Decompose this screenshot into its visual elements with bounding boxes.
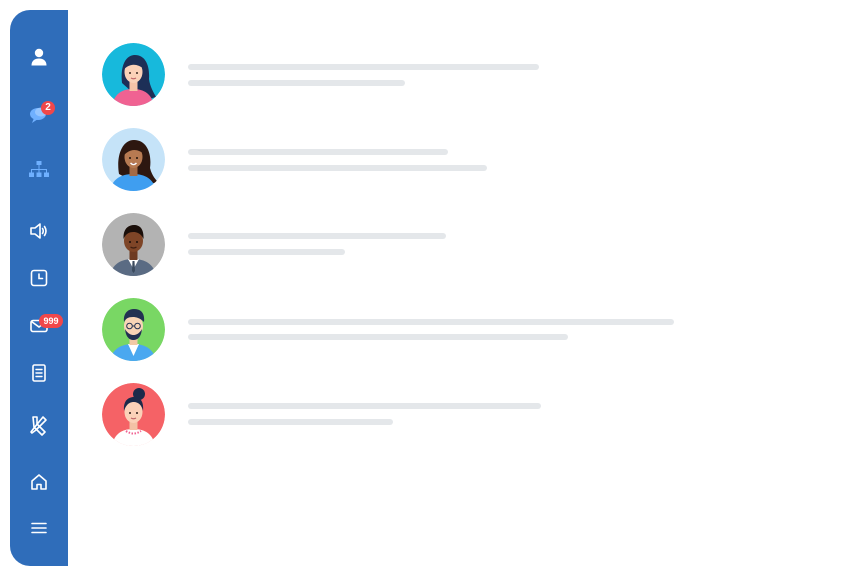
placeholder-line-primary	[188, 233, 446, 239]
sidebar-item-chat[interactable]: 2	[10, 95, 68, 135]
sidebar-item-home[interactable]	[10, 462, 68, 502]
sidebar-item-org[interactable]	[10, 150, 68, 190]
placeholder-line-primary	[188, 319, 674, 325]
sidebar-item-notes[interactable]	[10, 353, 68, 393]
list-item[interactable]	[100, 128, 800, 213]
clock-icon	[29, 268, 49, 288]
placeholder-line-primary	[188, 149, 448, 155]
sidebar-item-announcements[interactable]	[10, 211, 68, 251]
mail-unread-badge: 999	[39, 314, 63, 328]
clipboard-icon	[29, 363, 49, 383]
woman-hair-bun-avatar	[102, 383, 165, 446]
sidebar-item-menu[interactable]	[10, 508, 68, 548]
placeholder-line-secondary	[188, 249, 345, 255]
placeholder-line-secondary	[188, 165, 487, 171]
placeholder-line-primary	[188, 64, 539, 70]
home-icon	[29, 472, 49, 492]
man-suit-tie-avatar	[102, 213, 165, 276]
placeholder-line-primary	[188, 403, 541, 409]
list-item[interactable]	[100, 43, 800, 128]
sidebar-item-clock[interactable]	[10, 258, 68, 298]
hamburger-menu-icon	[30, 519, 48, 537]
sidebar: 2	[10, 10, 68, 566]
placeholder-line-secondary	[188, 80, 405, 86]
list-item[interactable]	[100, 383, 800, 468]
list-item[interactable]	[100, 213, 800, 298]
chat-unread-badge: 2	[41, 101, 55, 115]
list-item[interactable]	[100, 298, 800, 383]
tools-icon	[28, 414, 50, 436]
placeholder-line-secondary	[188, 334, 568, 340]
placeholder-line-secondary	[188, 419, 393, 425]
org-chart-icon	[28, 160, 50, 180]
sidebar-item-tools[interactable]	[10, 405, 68, 445]
woman-dark-hair-pink-top-avatar	[102, 43, 165, 106]
user-icon	[29, 47, 49, 67]
sidebar-item-profile[interactable]	[10, 37, 68, 77]
man-beard-glasses-avatar	[102, 298, 165, 361]
speaker-icon	[29, 221, 49, 241]
sidebar-item-mail[interactable]: 999	[10, 306, 68, 346]
woman-long-curly-hair-blue-top-avatar	[102, 128, 165, 191]
contact-list	[100, 43, 800, 468]
